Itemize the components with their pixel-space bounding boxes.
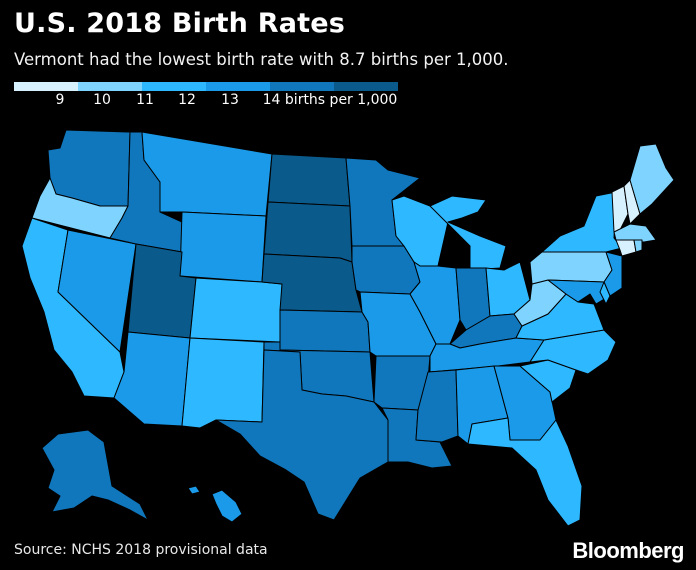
state-CT: [615, 239, 637, 257]
legend-swatch-12: [206, 82, 270, 91]
state-ND: [267, 153, 351, 207]
state-CO: [189, 277, 283, 343]
legend: 9 10 11 12 13 14 births per 1,000: [14, 78, 404, 108]
bloomberg-logo: Bloomberg: [572, 538, 684, 563]
legend-label-12: 12: [178, 92, 196, 108]
source-note: Source: NCHS 2018 provisional data: [14, 542, 268, 558]
state-NH: [623, 179, 641, 225]
legend-label-10: 10: [93, 92, 111, 108]
state-MT: [141, 131, 273, 217]
legend-label-11: 11: [136, 92, 154, 108]
state-VT: [611, 185, 629, 233]
state-AZ: [113, 331, 191, 427]
state-ME: [629, 143, 675, 215]
legend-label-9: 9: [55, 92, 65, 108]
state-MI: [429, 195, 507, 271]
state-NM: [181, 337, 265, 429]
state-HI-2: [187, 485, 201, 495]
state-WY: [179, 211, 267, 283]
legend-swatch-9: [14, 82, 78, 91]
map-subtitle: Vermont had the lowest birth rate with 8…: [14, 50, 509, 69]
map-title: U.S. 2018 Birth Rates: [14, 8, 346, 39]
state-FL: [467, 417, 583, 527]
state-NY: [541, 191, 623, 253]
state-HI: [211, 489, 243, 523]
legend-swatch-11: [142, 82, 206, 91]
legend-label-13: 13: [221, 92, 239, 108]
state-NV: [57, 229, 137, 353]
state-TX: [215, 349, 389, 521]
state-PA: [529, 251, 613, 285]
state-RI: [633, 239, 643, 253]
legend-label-14: 14 births per 1,000: [262, 92, 398, 108]
state-DE: [599, 281, 611, 305]
state-KS: [279, 309, 371, 353]
legend-swatch-13: [270, 82, 334, 91]
legend-swatch-14: [334, 82, 398, 91]
legend-swatch-10: [78, 82, 142, 91]
state-SD: [263, 201, 353, 263]
state-AK: [41, 429, 149, 521]
us-map: [0, 110, 696, 540]
us-map-svg: [21, 129, 675, 527]
